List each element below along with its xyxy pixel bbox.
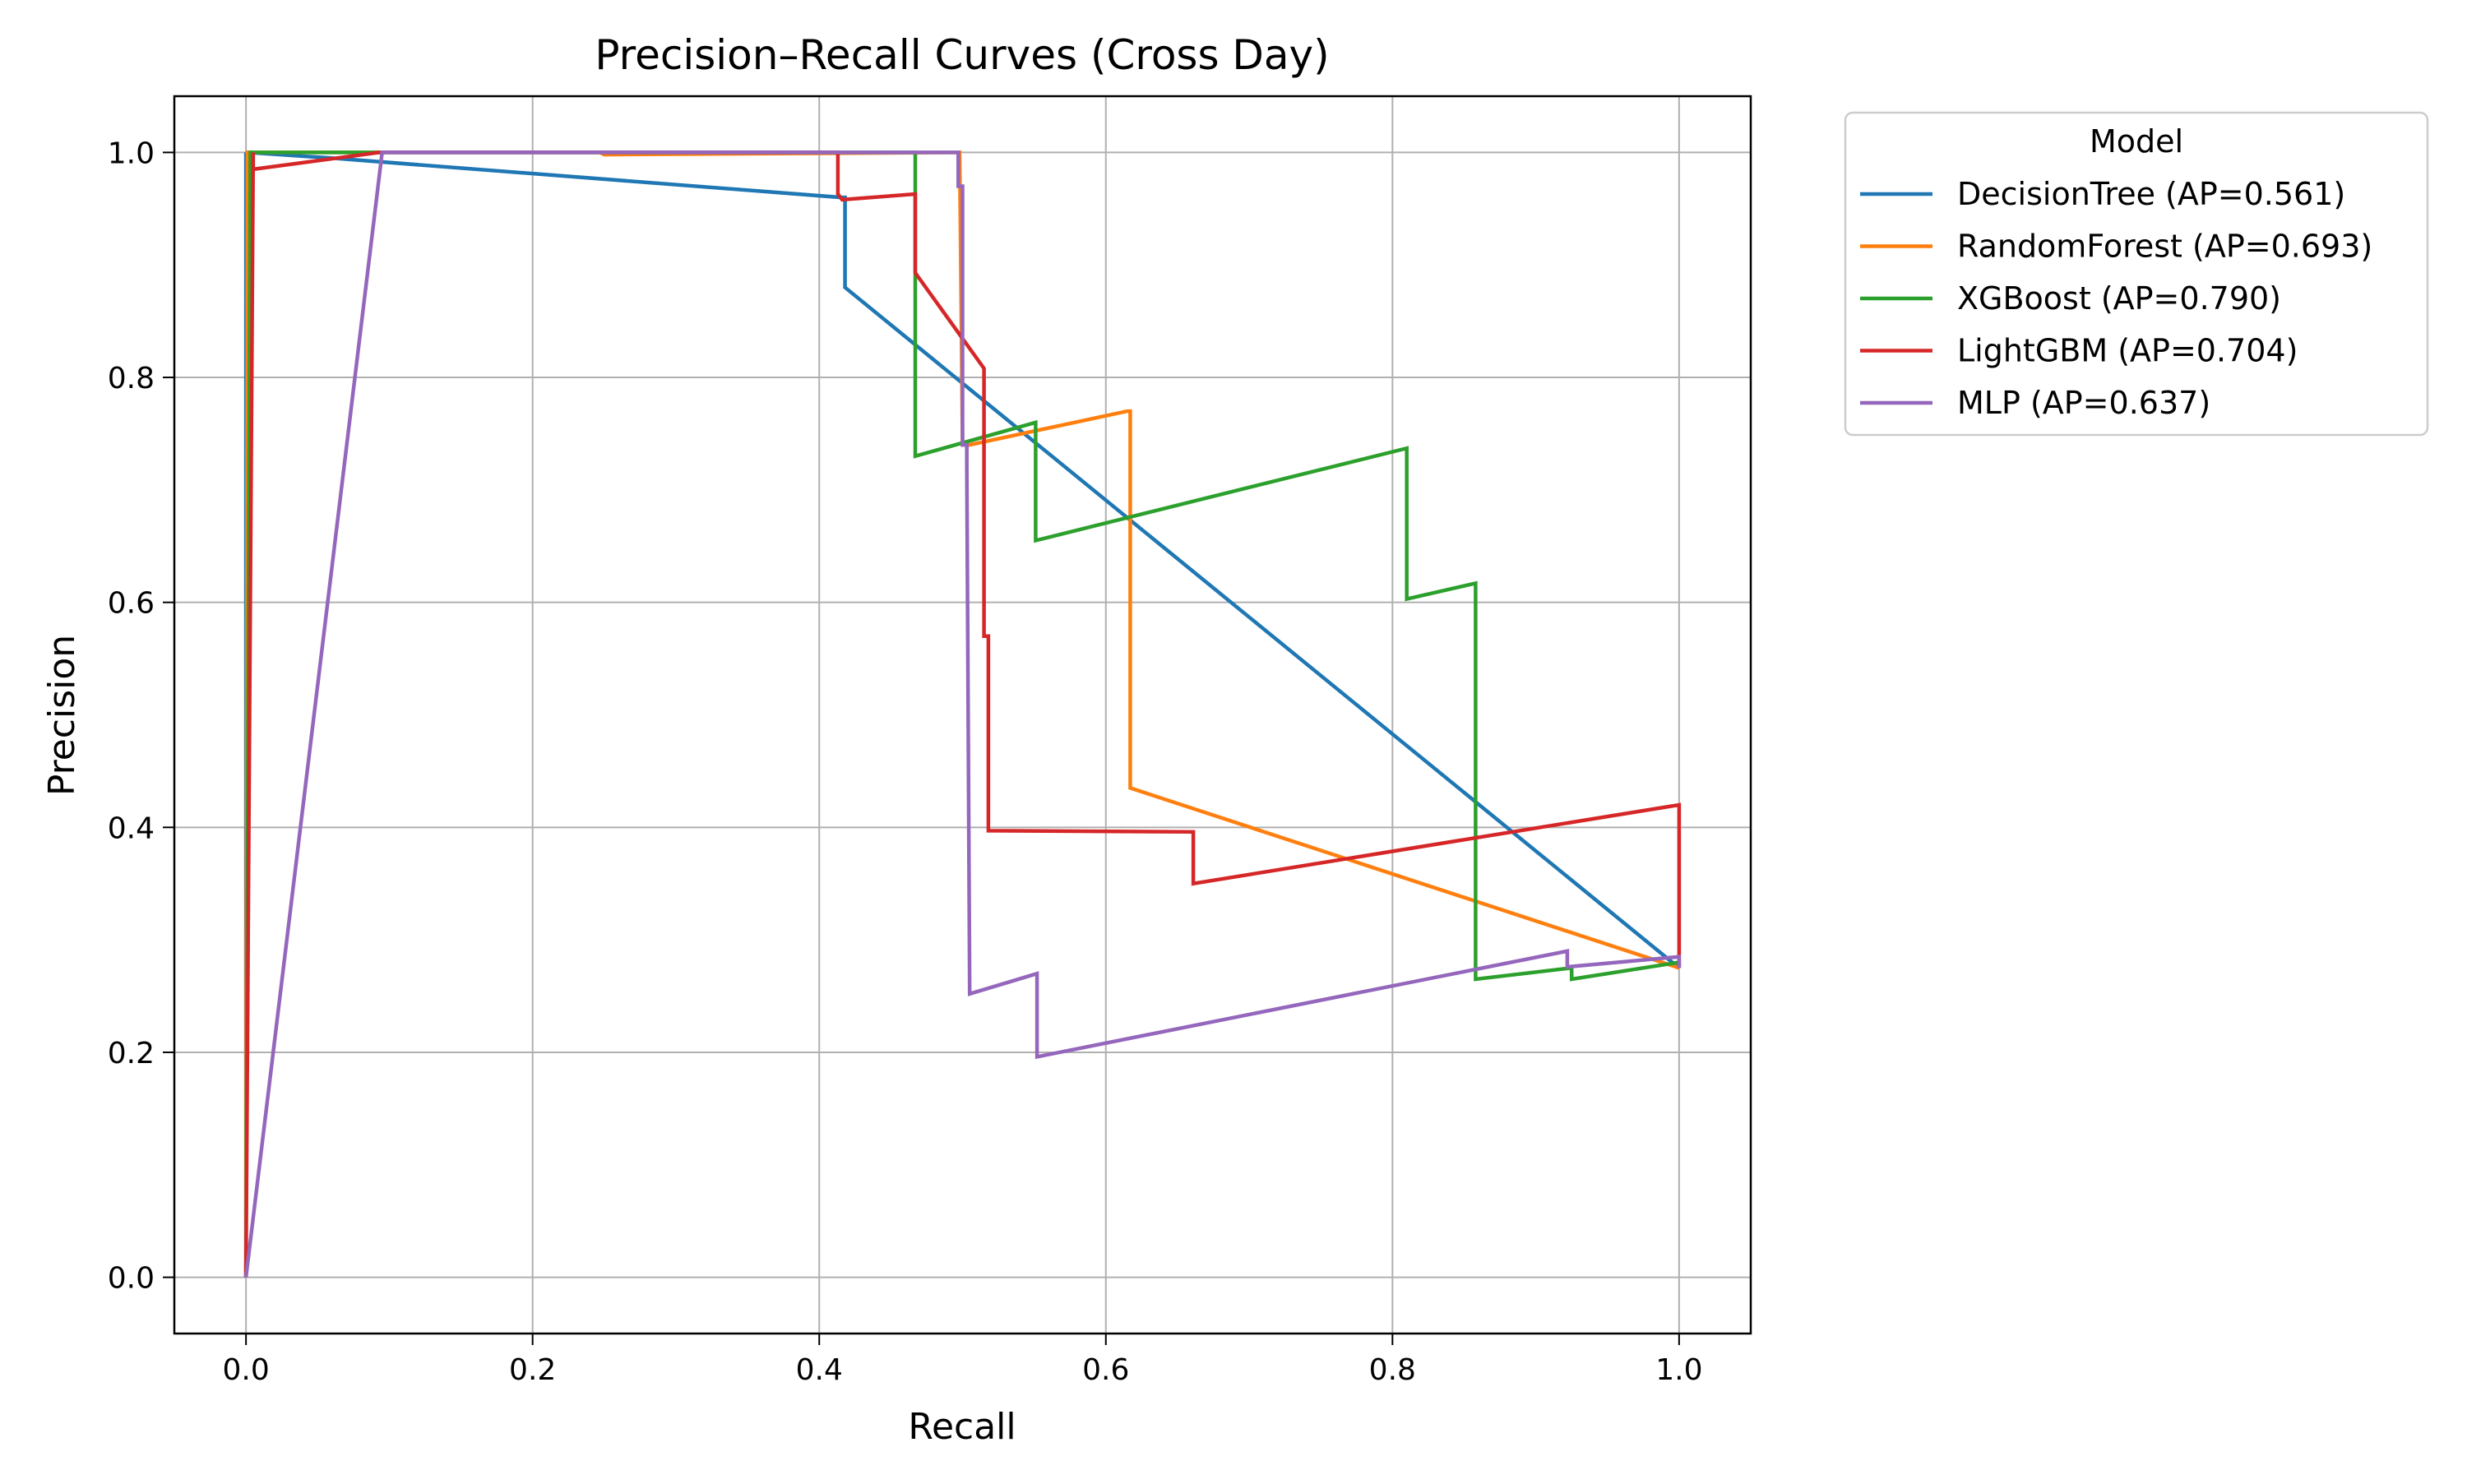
y-tick-label: 0.8 (108, 362, 155, 395)
series-line-4 (243, 150, 1682, 1278)
legend-title: Model (2090, 123, 2183, 159)
legend: Model DecisionTree (AP=0.561) RandomFores… (1844, 111, 2429, 437)
x-tick-label: 0.4 (796, 1353, 843, 1387)
plot-frame (173, 95, 1752, 1335)
y-tick-label: 0.6 (108, 587, 155, 621)
legend-label-0: DecisionTree (AP=0.561) (1957, 176, 2345, 212)
series-line-3 (243, 150, 1682, 1278)
y-tick-label: 0.0 (108, 1262, 155, 1296)
x-axis-label: Recall (908, 1406, 1016, 1448)
x-tick-label: 0.8 (1369, 1353, 1416, 1387)
chart-title: Precision–Recall Curves (Cross Day) (595, 31, 1329, 79)
legend-label-1: RandomForest (AP=0.693) (1957, 229, 2372, 265)
axis-ticks: 0.0 0.2 0.4 0.6 0.8 1.0 0.0 0.2 0.4 0.6 0.8 1.0 (108, 136, 1703, 1387)
legend-label-2: XGBoost (AP=0.790) (1957, 280, 2281, 317)
y-tick-label: 1.0 (108, 136, 155, 170)
legend-box (1844, 111, 2429, 437)
legend-label-4: MLP (AP=0.637) (1957, 385, 2210, 421)
y-tick-label: 0.4 (108, 811, 155, 845)
x-tick-label: 0.2 (509, 1353, 556, 1387)
y-tick-label: 0.2 (108, 1037, 155, 1070)
x-tick-label: 1.0 (1655, 1353, 1702, 1387)
y-axis-label: Precision (41, 635, 83, 796)
x-tick-label: 0.6 (1082, 1353, 1129, 1387)
series-lines (243, 150, 1682, 1278)
legend-items: DecisionTree (AP=0.561) RandomForest (AP=… (1860, 176, 2372, 421)
legend-label-3: LightGBM (AP=0.704) (1957, 333, 2298, 369)
x-tick-label: 0.0 (223, 1353, 270, 1387)
